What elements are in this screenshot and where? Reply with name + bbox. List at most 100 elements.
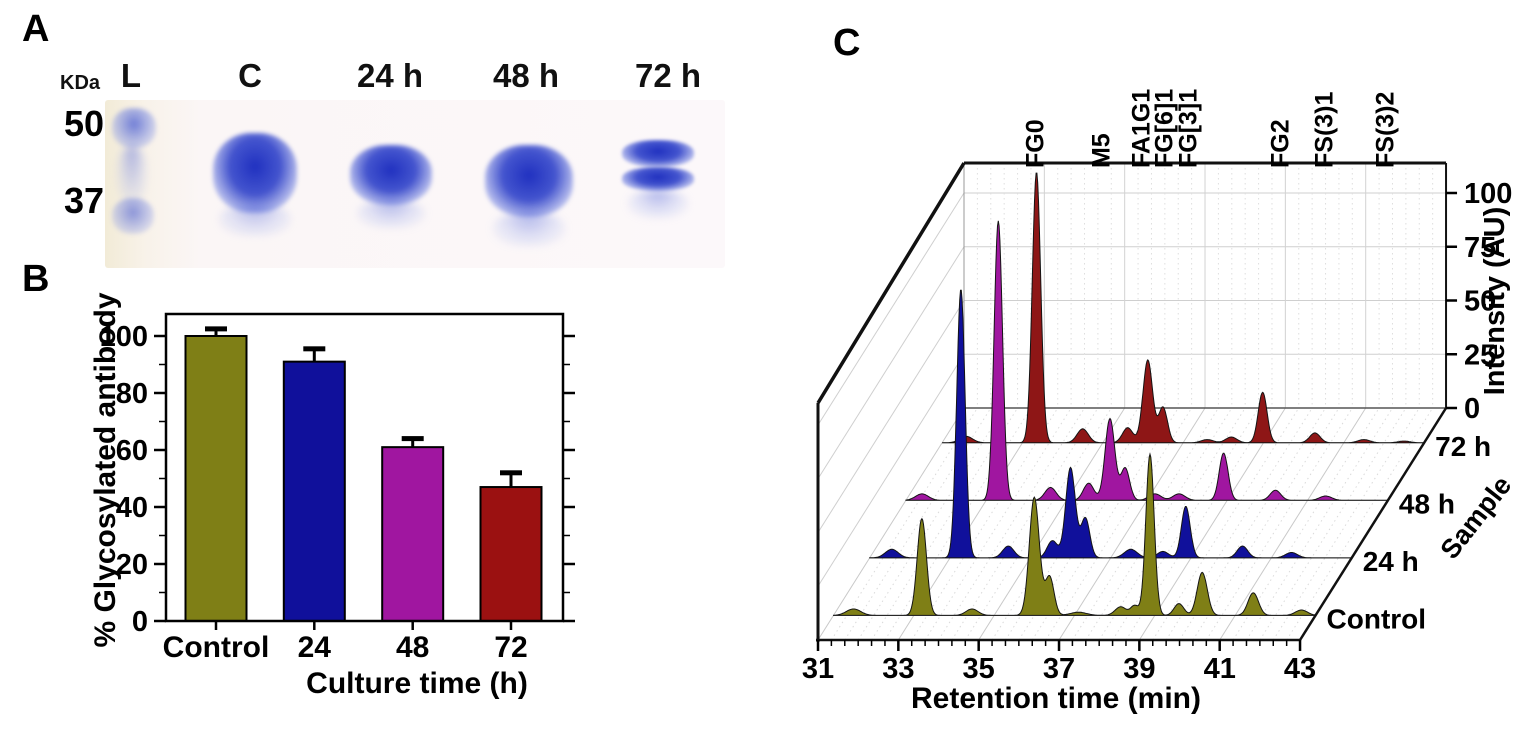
gel-marker-label-37: 37 [63,180,104,221]
gel-band-72h-upper [622,140,694,167]
sample-label-24h: 24 h [1363,546,1419,577]
floor-grid-minor [1152,407,1300,641]
gel-lane-label-24h: 24 h [356,57,424,94]
gel-band-48h-tail [493,212,565,246]
intensity-tick-label-0: 0 [1464,393,1480,425]
floor-grid-minor [871,407,1018,641]
waterfall-series-72h [942,172,1425,444]
panel-a-letter: A [22,8,50,50]
bar-48 [381,446,445,622]
sample-label-Control: Control [1327,603,1427,634]
gel-lane-label-ladder: L [120,57,142,94]
peak-label-M5: M5 [1088,133,1116,168]
error-bar-cap-72 [500,470,522,476]
waterfall-series-24h [869,289,1352,559]
y-tick-label-0: 0 [132,606,148,638]
waterfall-chart: 31 33 35 37 39 41 43 Retention time (min) 0 25 50 7… [802,89,1517,715]
floor-grid-37 [1058,407,1206,641]
gel-lane-label-72h: 72 h [634,57,702,94]
peak-label-FG61: FG[6]1 [1151,89,1179,168]
floor-grid-31 [817,407,965,641]
floor-grid-41 [1219,407,1367,641]
floor-grid-minor [1085,407,1233,641]
floor-grid-minor [964,407,1112,641]
peak-label-FA1G1: FA1G1 [1128,89,1156,168]
bar-24 [282,360,346,622]
leftwall-grid-100 [817,192,965,426]
intensity-tick-label-25: 25 [1464,339,1496,371]
floor-grid-35 [978,407,1126,641]
gel-band-ladder-streak [117,146,147,204]
intensity-tick-label-100: 100 [1464,178,1512,210]
leftwall-grid-50 [817,300,965,533]
x-tick-label-39: 39 [1123,653,1155,685]
floor-grid-minor [1071,407,1219,641]
x-category-label-Control: Control [163,631,270,664]
error-bar-cap-24 [303,346,326,352]
x-tick-label-31: 31 [802,653,834,685]
x-category-label-24: 24 [298,631,332,664]
peak-label-FG2: FG2 [1267,119,1295,168]
floor-grid-minor [1205,407,1353,641]
bar-Control [184,335,248,622]
gel-band-72h-tail [628,190,688,218]
waterfall-series-Control [833,452,1316,616]
y-axis-title: % Glycosylated antibody [89,292,122,647]
floor-grid-minor [991,407,1139,641]
y-tick-label-60: 60 [116,435,148,467]
floor-grid-minor [1031,407,1179,641]
frame-leftwall-top-edge [816,162,966,404]
gel-marker-label-50: 50 [63,103,104,144]
retention-time-axis-title: Retention time (min) [911,682,1201,715]
x-tick-label-33: 33 [882,653,914,685]
intensity-tick-label-50: 50 [1464,286,1496,318]
floor-grid-minor [1272,407,1420,641]
peak-label-FS32: FS(3)2 [1372,92,1400,168]
gel-lane-label-control: C [238,57,262,94]
panel-c-letter: C [833,22,861,64]
panel-b-letter: B [22,258,50,300]
floor-grid-minor [1112,407,1260,641]
sample-label-48h: 48 h [1399,488,1455,519]
floor-grid-39 [1138,407,1286,641]
x-category-label-48: 48 [396,631,429,664]
bar-chart-frame [164,312,565,623]
depth-axis-line [1298,407,1448,641]
floor-grid-minor [884,407,1032,641]
floor-grid-minor [911,407,1059,641]
bar-72 [479,486,543,622]
x-tick-label-41: 41 [1204,653,1236,685]
x-tick-label-43: 43 [1284,653,1316,685]
intensity-tick-label-75: 75 [1464,232,1496,264]
error-bar-cap-Control [205,326,227,332]
x-tick-label-37: 37 [1043,653,1075,685]
gel-band-control [213,133,297,213]
y-tick-label-80: 80 [116,378,148,410]
intensity-axis-title: Intensity (AU) [1479,207,1511,396]
sample-label-72h: 72 h [1435,431,1491,462]
floor-grid-minor [1192,407,1340,641]
leftwall-grid-75 [817,246,965,480]
gel-band-control-tail [219,204,291,236]
gel-band-48h [485,145,573,217]
floor-grid-minor [1259,407,1407,641]
floor-grid-minor [857,407,1005,641]
floor-grid-minor [1045,407,1193,641]
floor-grid-minor [1098,407,1246,641]
gel-band-ladder-37 [112,198,154,234]
gel-lane-label-48h: 48 h [492,57,560,94]
x-tick-label-35: 35 [963,653,995,685]
gel-band-24h-tail [357,200,425,228]
gel-image [105,100,725,268]
y-tick-label-40: 40 [116,492,148,524]
gel-units-label: KDa [60,72,101,94]
x-axis-title: Culture time (h) [306,667,528,700]
y-tick-label-20: 20 [116,549,148,581]
floor-grid-minor [1165,407,1313,641]
peak-label-FG31: FG[3]1 [1175,89,1203,168]
y-tick-label-100: 100 [100,321,148,353]
floor-grid-minor [951,407,1099,641]
